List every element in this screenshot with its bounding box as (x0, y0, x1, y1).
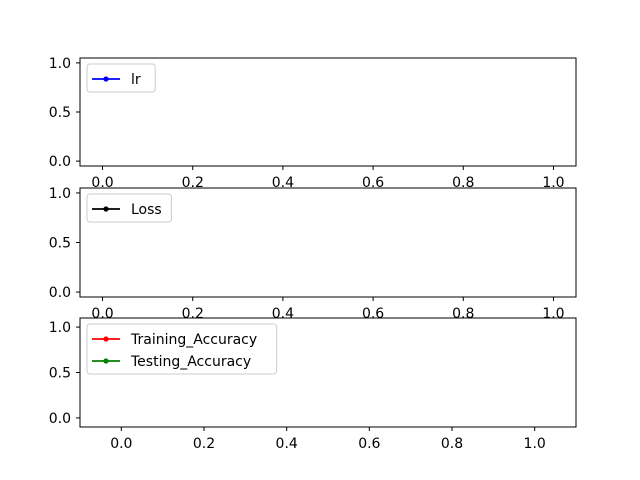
legend-label: Training_Accuracy (130, 332, 257, 348)
legend-label: Loss (131, 202, 162, 218)
legend-frame (86, 193, 172, 223)
x-tick-label: 0.2 (182, 306, 204, 322)
legend: lr (86, 63, 156, 93)
legend-frame (86, 323, 278, 375)
legend-label: Testing_Accuracy (130, 354, 251, 370)
legend: Training_Accuracy Testing_Accuracy (86, 323, 278, 375)
y-tick-label: 1.0 (49, 186, 71, 202)
x-tick-label: 0.6 (358, 436, 380, 452)
y-tick-label: 0.5 (49, 105, 71, 121)
x-tick-label: 0.2 (182, 175, 204, 191)
legend-marker (103, 206, 109, 212)
x-tick-label: 0.0 (110, 436, 132, 452)
subplot-1: 0.0 0.2 0.4 0.6 0.8 1.0 0.0 0.5 1.0 lr (49, 56, 577, 191)
x-tick-label: 0.6 (362, 306, 384, 322)
subplot-3: 0.0 0.2 0.4 0.6 0.8 1.0 0.0 0.5 1.0 Training_Accu… (49, 317, 577, 452)
legend-frame (86, 63, 156, 93)
x-tick-label: 0.8 (441, 436, 463, 452)
x-tick-label: 1.0 (542, 175, 564, 191)
legend-marker (103, 76, 109, 82)
legend-label: lr (131, 72, 141, 88)
x-tick-label: 0.4 (272, 306, 294, 322)
x-tick-label: 0.2 (193, 436, 215, 452)
y-tick-label: 0.0 (49, 285, 71, 301)
y-tick-label: 0.0 (49, 411, 71, 427)
subplot-2: 0.0 0.2 0.4 0.6 0.8 1.0 0.0 0.5 1.0 Loss (49, 186, 577, 322)
x-tick-label: 1.0 (524, 436, 546, 452)
legend-marker (103, 336, 109, 342)
y-tick-label: 0.5 (49, 366, 71, 382)
y-tick-label: 1.0 (49, 56, 71, 72)
x-tick-label: 0.4 (276, 436, 298, 452)
y-tick-label: 0.0 (49, 154, 71, 170)
x-tick-label: 0.4 (272, 175, 294, 191)
x-tick-label: 0.0 (91, 175, 113, 191)
x-tick-label: 1.0 (542, 306, 564, 322)
x-tick-label: 0.0 (91, 306, 113, 322)
legend: Loss (86, 193, 172, 223)
legend-marker (103, 358, 109, 364)
x-tick-label: 0.8 (452, 306, 474, 322)
y-tick-label: 0.5 (49, 236, 71, 252)
x-tick-label: 0.8 (452, 175, 474, 191)
x-tick-label: 0.6 (362, 175, 384, 191)
y-tick-label: 1.0 (49, 320, 71, 336)
